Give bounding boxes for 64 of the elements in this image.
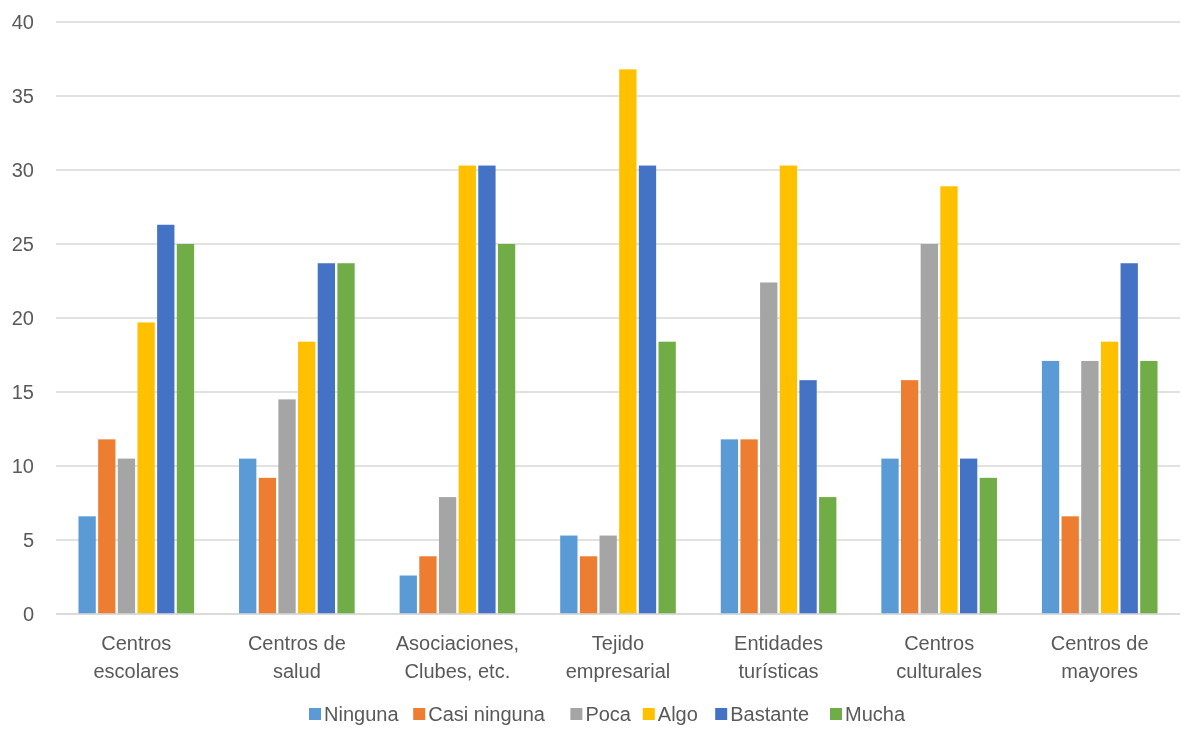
bar [137, 322, 155, 614]
bar [579, 556, 598, 614]
y-tick-label: 30 [11, 159, 34, 181]
bar [920, 244, 938, 614]
bar [258, 477, 277, 614]
bar [78, 516, 96, 614]
bar [337, 263, 355, 614]
bar [819, 497, 837, 614]
bar [176, 244, 195, 614]
bar [619, 69, 637, 614]
bar [560, 535, 578, 614]
y-tick-label: 35 [11, 85, 34, 107]
y-tick-label: 0 [22, 603, 34, 625]
bar [638, 165, 657, 614]
bar [720, 439, 739, 614]
bar [239, 458, 257, 614]
bar [740, 439, 758, 614]
legend-label: Casi ninguna [428, 703, 546, 725]
bar [1120, 263, 1138, 614]
bar [438, 497, 457, 614]
bar [317, 263, 335, 614]
bar [901, 380, 919, 614]
bar [779, 165, 798, 614]
bar [599, 535, 617, 614]
y-tick-label: 5 [22, 529, 34, 551]
bar [98, 439, 116, 614]
x-tick-label: Asociaciones, Clubes, etc. [395, 632, 520, 682]
bar [1100, 341, 1119, 614]
bar [1081, 360, 1099, 614]
legend-label: Algo [657, 703, 698, 725]
bar [760, 282, 778, 614]
bar [1140, 360, 1158, 614]
bar [1041, 360, 1060, 614]
bar [157, 224, 175, 614]
bar [419, 556, 437, 614]
x-tick-label: Centros culturales [896, 632, 982, 682]
x-tick-label: Entidades turísticas [734, 632, 824, 682]
bar [278, 399, 296, 614]
x-tick-label: Tejido empresarial [565, 632, 671, 682]
bar [799, 380, 817, 614]
y-tick-label: 10 [11, 455, 34, 477]
bar [979, 477, 997, 614]
bar [478, 165, 496, 614]
bar [117, 458, 136, 614]
bar [298, 341, 316, 614]
legend-label: Bastante [730, 703, 810, 725]
bar [881, 458, 899, 614]
bar [497, 244, 516, 614]
x-tick-label: Centros escolares [93, 632, 180, 682]
bar [458, 165, 476, 614]
bar [399, 575, 417, 614]
y-tick-label: 15 [11, 381, 34, 403]
bar [1061, 516, 1079, 614]
x-tick-label: Centros de salud [247, 632, 346, 682]
bar [940, 186, 958, 614]
x-tick-label: Centros de mayores [1050, 632, 1149, 682]
y-tick-label: 25 [11, 233, 34, 255]
legend-label: Ninguna [324, 703, 400, 725]
y-tick-label: 40 [11, 11, 34, 33]
bar [658, 341, 676, 614]
legend-label: Mucha [845, 703, 906, 725]
legend-label: Poca [585, 703, 632, 725]
bar [959, 458, 978, 614]
y-tick-label: 20 [11, 307, 34, 329]
